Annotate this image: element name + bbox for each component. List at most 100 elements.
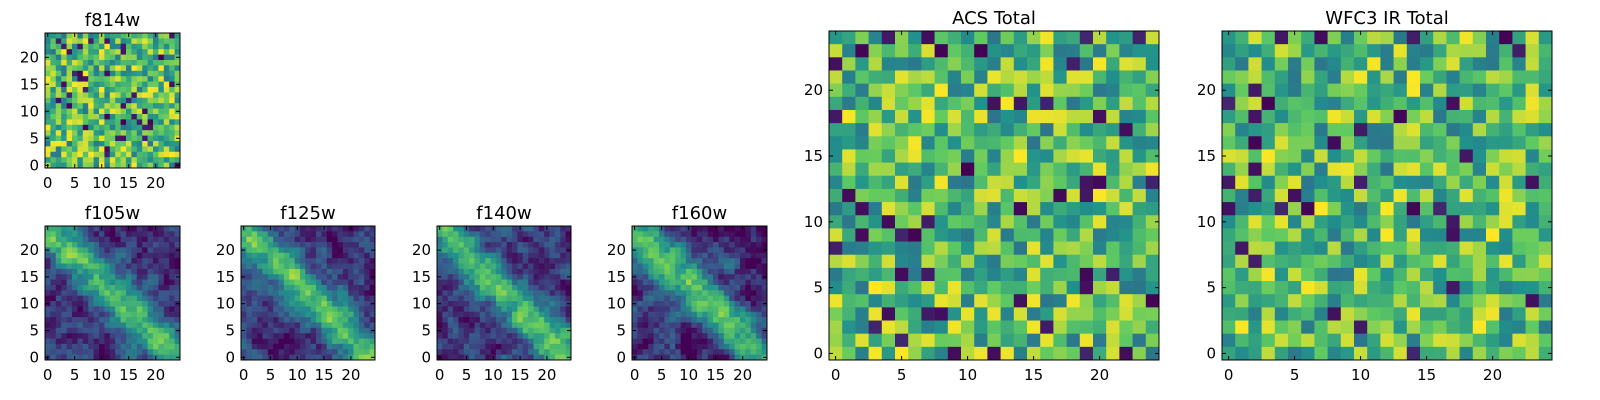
heatmap-cell — [637, 231, 644, 238]
heatmap-cell — [174, 76, 181, 82]
heatmap-cell — [364, 322, 370, 329]
heatmap-cell — [723, 343, 730, 350]
heatmap-cell — [1261, 123, 1276, 137]
heatmap-cell — [93, 317, 100, 323]
heatmap-cell — [1093, 307, 1107, 321]
heatmap-cell — [686, 247, 692, 254]
heatmap-cell — [142, 38, 148, 45]
heatmap-cell — [1406, 215, 1421, 229]
heatmap-cell — [1132, 320, 1147, 335]
heatmap-cell — [66, 124, 73, 131]
heatmap-cell — [326, 327, 333, 334]
heatmap-cell — [88, 119, 94, 126]
heatmap-cell — [358, 322, 365, 329]
heatmap-cell — [485, 349, 491, 355]
heatmap-cell — [729, 231, 735, 238]
heatmap-cell — [517, 274, 524, 280]
heatmap-cell — [1420, 31, 1434, 45]
heatmap-cell — [761, 284, 768, 291]
heatmap-cell — [1288, 188, 1302, 203]
heatmap-cell — [72, 322, 78, 329]
heatmap-cell — [1000, 136, 1015, 150]
heatmap-cell — [294, 242, 301, 248]
heatmap-cell — [702, 306, 708, 313]
heatmap-cell — [921, 70, 935, 84]
heatmap-cell — [740, 231, 746, 238]
heatmap-cell — [713, 236, 719, 243]
x-tick-label: 15 — [1024, 366, 1043, 384]
heatmap-cell — [321, 306, 328, 313]
heatmap-cell — [136, 124, 143, 131]
heatmap-cell — [648, 322, 654, 329]
heatmap-cell — [696, 236, 703, 243]
heatmap-cell — [153, 247, 159, 254]
heatmap-cell — [1027, 136, 1041, 150]
heatmap-cell — [1446, 31, 1460, 45]
heatmap-cell — [88, 284, 94, 291]
heatmap-cell — [163, 263, 170, 270]
heatmap-cell — [512, 349, 518, 355]
heatmap-cell — [1406, 254, 1421, 269]
heatmap-cell — [278, 317, 285, 323]
heatmap-cell — [829, 162, 843, 177]
heatmap-cell — [1486, 149, 1500, 163]
heatmap-cell — [1066, 175, 1081, 190]
heatmap-cell — [55, 81, 62, 88]
heatmap-cell — [299, 290, 306, 297]
heatmap-cell — [104, 290, 111, 297]
heatmap-cell — [1459, 346, 1474, 361]
heatmap-cell — [241, 338, 247, 345]
heatmap-cell — [82, 311, 89, 318]
heatmap-cell — [961, 241, 975, 256]
heatmap-cell — [691, 231, 698, 238]
heatmap-cell — [77, 141, 84, 147]
heatmap-cell — [158, 279, 165, 286]
heatmap-cell — [934, 96, 949, 111]
heatmap-cell — [974, 136, 988, 150]
heatmap-cell — [1093, 215, 1107, 229]
heatmap-cell — [675, 354, 681, 361]
heatmap-cell — [974, 241, 988, 256]
heatmap-cell — [109, 97, 116, 104]
heatmap-cell — [648, 226, 654, 232]
heatmap-cells — [45, 226, 181, 361]
heatmap-cell — [147, 43, 154, 50]
heatmap-cell — [485, 231, 491, 238]
heatmap-cell — [1433, 149, 1447, 163]
heatmap-cell — [648, 333, 654, 339]
heatmap-cell — [961, 228, 975, 242]
heatmap-cell — [1222, 109, 1236, 124]
heatmap-cell — [437, 236, 443, 243]
heatmap-cell — [1380, 241, 1394, 256]
heatmap-cell — [855, 83, 869, 98]
heatmap-cell — [251, 252, 258, 259]
heatmap-cell — [1248, 281, 1262, 295]
heatmap-cell — [337, 231, 344, 238]
heatmap-cell — [1093, 162, 1107, 177]
heatmap-cell — [1512, 320, 1526, 335]
heatmap-cell — [544, 247, 550, 254]
heatmap-cell — [55, 124, 62, 131]
heatmap-cell — [82, 76, 89, 82]
heatmap-cell — [729, 343, 735, 350]
heatmap-cell — [648, 242, 654, 248]
heatmap-cell — [316, 295, 322, 302]
heatmap-cell — [1406, 307, 1421, 321]
heatmap-cell — [1235, 83, 1249, 98]
heatmap-cell — [342, 306, 349, 313]
heatmap-cell — [664, 301, 671, 307]
heatmap-cell — [88, 130, 94, 136]
heatmap-cell — [131, 322, 138, 329]
heatmap-cell — [675, 258, 681, 264]
heatmap-cell — [120, 162, 127, 169]
heatmap-cell — [1079, 320, 1094, 335]
heatmap-cell — [1106, 307, 1120, 321]
heatmap-cell — [369, 226, 376, 232]
heatmap-cell — [1486, 83, 1500, 98]
heatmap-cell — [267, 311, 274, 318]
heatmap-cell — [1472, 136, 1487, 150]
heatmap-cell — [131, 327, 138, 334]
heatmap-cell — [246, 268, 253, 275]
heatmap-cell — [326, 247, 333, 254]
heatmap-cell — [961, 281, 975, 295]
